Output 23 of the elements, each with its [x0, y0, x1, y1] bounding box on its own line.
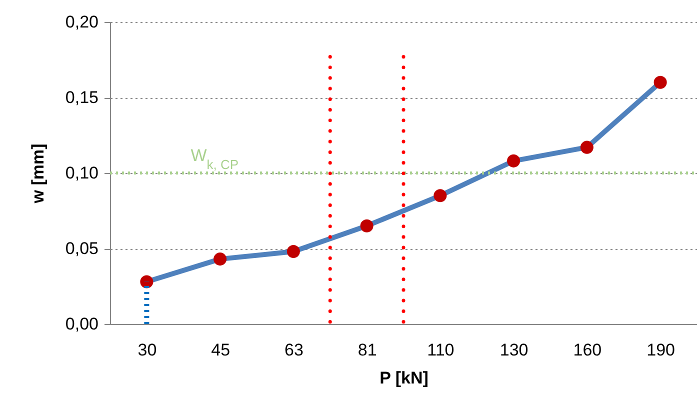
y-tick-label: 0,20: [65, 12, 98, 32]
y-tick-label: 0,05: [65, 239, 98, 258]
x-tick-label: 45: [211, 340, 230, 360]
point: [360, 219, 374, 232]
y-axis-title: w [mm]: [28, 144, 48, 204]
point: [507, 154, 520, 168]
point: [580, 140, 594, 154]
point: [286, 245, 300, 258]
x-tick-label: 160: [573, 340, 602, 360]
y-tick-label: 0,10: [65, 164, 98, 182]
x-tick-label: 110: [427, 340, 454, 360]
x-tick-label: 190: [646, 340, 675, 360]
point: [214, 252, 227, 266]
x-axis-title: P [kN]: [380, 368, 428, 388]
y-tick-label: 0,00: [65, 314, 98, 334]
point: [654, 76, 667, 89]
y-tick-label: 0,15: [65, 88, 98, 107]
ref-line-label: W$_{k, CP}$: [190, 146, 239, 172]
x-tick-label: 130: [500, 340, 528, 360]
x-tick-label: 30: [138, 340, 157, 360]
x-tick-label: 63: [284, 340, 304, 360]
x-tick-label: 81: [358, 340, 377, 360]
point: [434, 189, 447, 202]
